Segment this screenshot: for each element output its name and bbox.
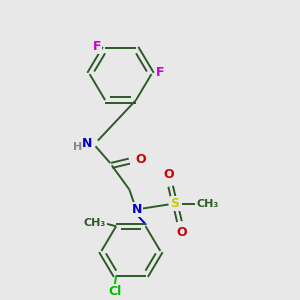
- Text: N: N: [82, 137, 92, 151]
- Text: O: O: [163, 168, 174, 181]
- Text: F: F: [93, 40, 101, 53]
- Text: N: N: [132, 203, 142, 216]
- Text: H: H: [73, 142, 82, 152]
- Text: O: O: [136, 153, 146, 166]
- Text: CH₃: CH₃: [196, 199, 218, 209]
- Text: S: S: [170, 197, 179, 210]
- Text: CH₃: CH₃: [84, 218, 106, 228]
- Text: F: F: [156, 66, 165, 79]
- Text: Cl: Cl: [108, 285, 121, 298]
- Text: O: O: [176, 226, 187, 239]
